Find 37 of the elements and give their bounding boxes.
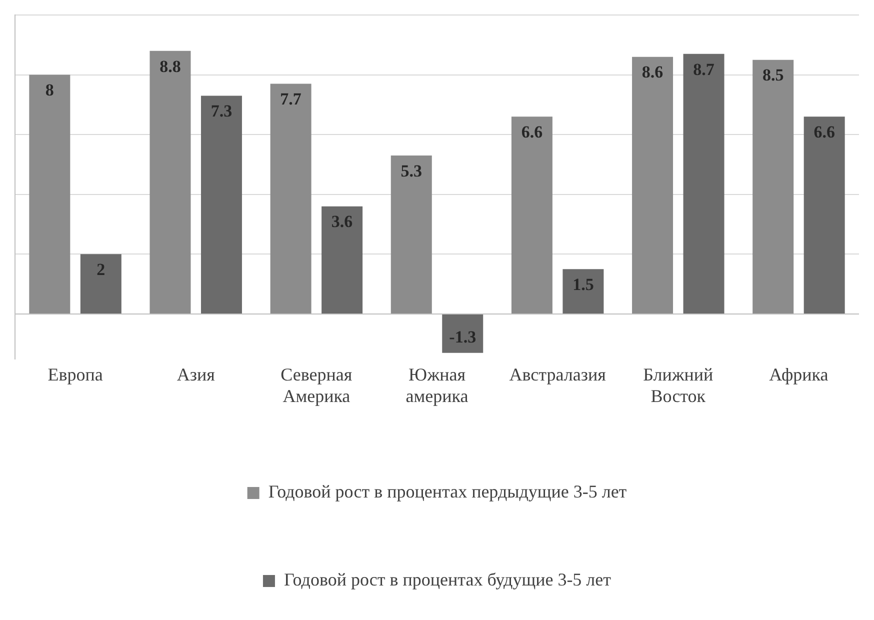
x-tick-label: Австралазия (509, 364, 606, 384)
bar (683, 54, 724, 314)
data-label: 8.5 (762, 66, 784, 85)
bar (804, 116, 845, 314)
bar (322, 206, 363, 314)
bar (200, 96, 242, 314)
x-tick-label: Северная Америка (280, 364, 352, 406)
legend-label: Годовой рост в процентах пердыдущие 3-5 лет (268, 482, 627, 502)
bar (632, 56, 674, 314)
data-label: 1.5 (572, 275, 594, 294)
x-tick-label: Азия (176, 364, 215, 384)
bar (150, 50, 191, 314)
bar (29, 74, 70, 314)
bar (511, 116, 552, 314)
x-tick-label: Европа (48, 364, 103, 384)
data-label: 6.6 (521, 122, 543, 142)
data-label: 8 (45, 80, 54, 100)
bar (80, 254, 122, 314)
data-label: 2 (96, 260, 106, 280)
data-label: -1.3 (449, 328, 476, 347)
bar (390, 156, 432, 314)
data-label: 8.7 (693, 60, 715, 79)
data-label: 3.6 (331, 212, 353, 232)
data-label: 5.3 (400, 161, 422, 180)
data-label: 6.6 (814, 122, 835, 142)
data-label: 8.8 (160, 56, 181, 76)
legend-label: Годовой рост в процентах будущие 3-5 лет (284, 570, 612, 590)
x-tick-label: Африка (769, 364, 828, 384)
x-tick-label: Южная америка (406, 364, 468, 406)
data-label: 7.3 (210, 102, 232, 121)
bar (270, 84, 312, 314)
data-label: 8.6 (642, 62, 664, 82)
data-label: 7.7 (280, 90, 302, 109)
bar (562, 269, 604, 314)
bar (442, 314, 484, 353)
bar (752, 60, 794, 314)
x-tick-label: Ближний Восток (643, 364, 714, 406)
